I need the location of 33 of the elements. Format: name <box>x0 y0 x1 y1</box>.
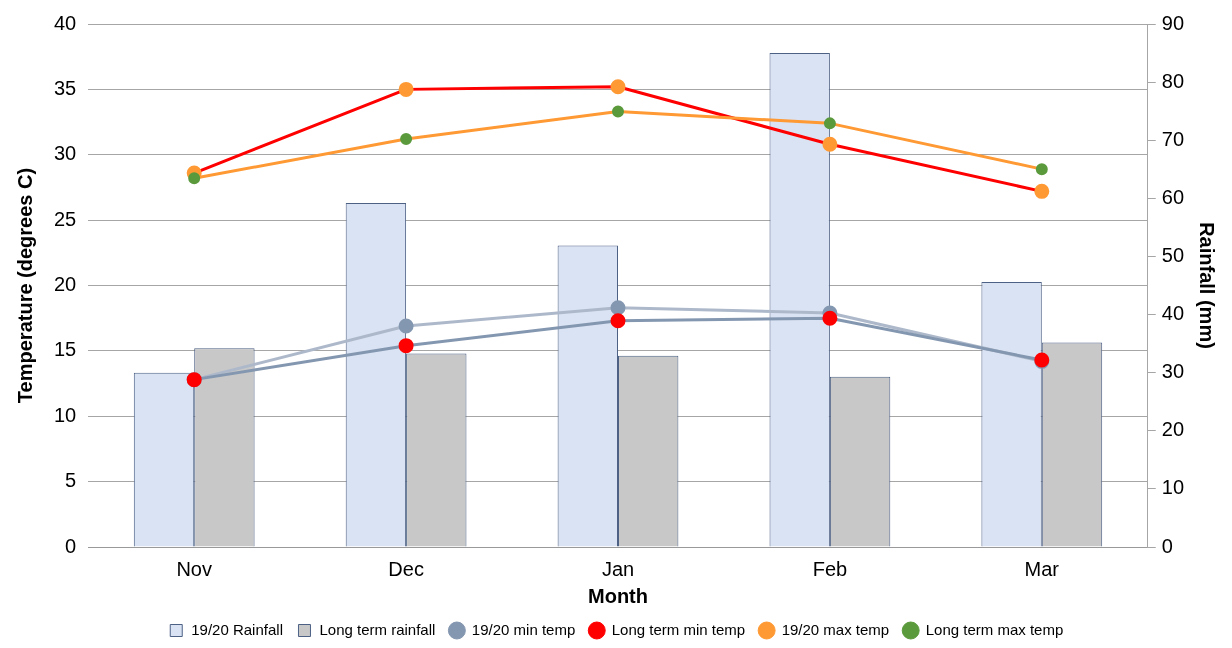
y-tick-label: 40 <box>54 11 77 34</box>
y2-axis-title: Rainfall (mm) <box>1196 222 1219 349</box>
y2-tick-label: 80 <box>1161 69 1184 92</box>
y2-tick-label: 10 <box>1161 476 1184 499</box>
x-tick-label: Dec <box>388 557 424 580</box>
y2-tick-label: 60 <box>1161 185 1184 208</box>
y2-tick-label: 30 <box>1161 360 1184 383</box>
y-axis-title: Temperature (degrees C) <box>13 167 36 404</box>
y-tick-label: 20 <box>54 273 77 296</box>
y2-tick-label: 70 <box>1161 127 1184 150</box>
y2-tick-label: 0 <box>1161 534 1173 557</box>
y-tick-label: 5 <box>65 469 77 492</box>
y-tick-label: 0 <box>65 534 77 557</box>
x-tick-label: Mar <box>1024 557 1060 580</box>
legend-label: 19/20 Rainfall <box>191 620 283 638</box>
y2-tick-label: 40 <box>1161 302 1184 325</box>
x-tick-label: Jan <box>601 557 635 580</box>
x-tick-label: Feb <box>812 557 848 580</box>
legend-label: Long term rainfall <box>319 620 436 638</box>
y-tick-label: 15 <box>54 338 77 361</box>
legend-label: Long term min temp <box>611 620 746 638</box>
legend-label: Long term max temp <box>925 620 1064 638</box>
x-tick-label: Nov <box>176 557 212 580</box>
y-tick-label: 35 <box>54 76 77 99</box>
x-axis-title: Month <box>588 584 648 607</box>
y2-tick-label: 20 <box>1161 418 1184 441</box>
y2-tick-label: 90 <box>1161 11 1184 34</box>
legend-label: 19/20 min temp <box>471 620 576 638</box>
y2-tick-label: 50 <box>1161 243 1184 266</box>
y-tick-label: 10 <box>54 403 77 426</box>
legend-label: 19/20 max temp <box>781 620 890 638</box>
y-tick-label: 30 <box>54 142 77 165</box>
y-tick-label: 25 <box>54 207 77 230</box>
